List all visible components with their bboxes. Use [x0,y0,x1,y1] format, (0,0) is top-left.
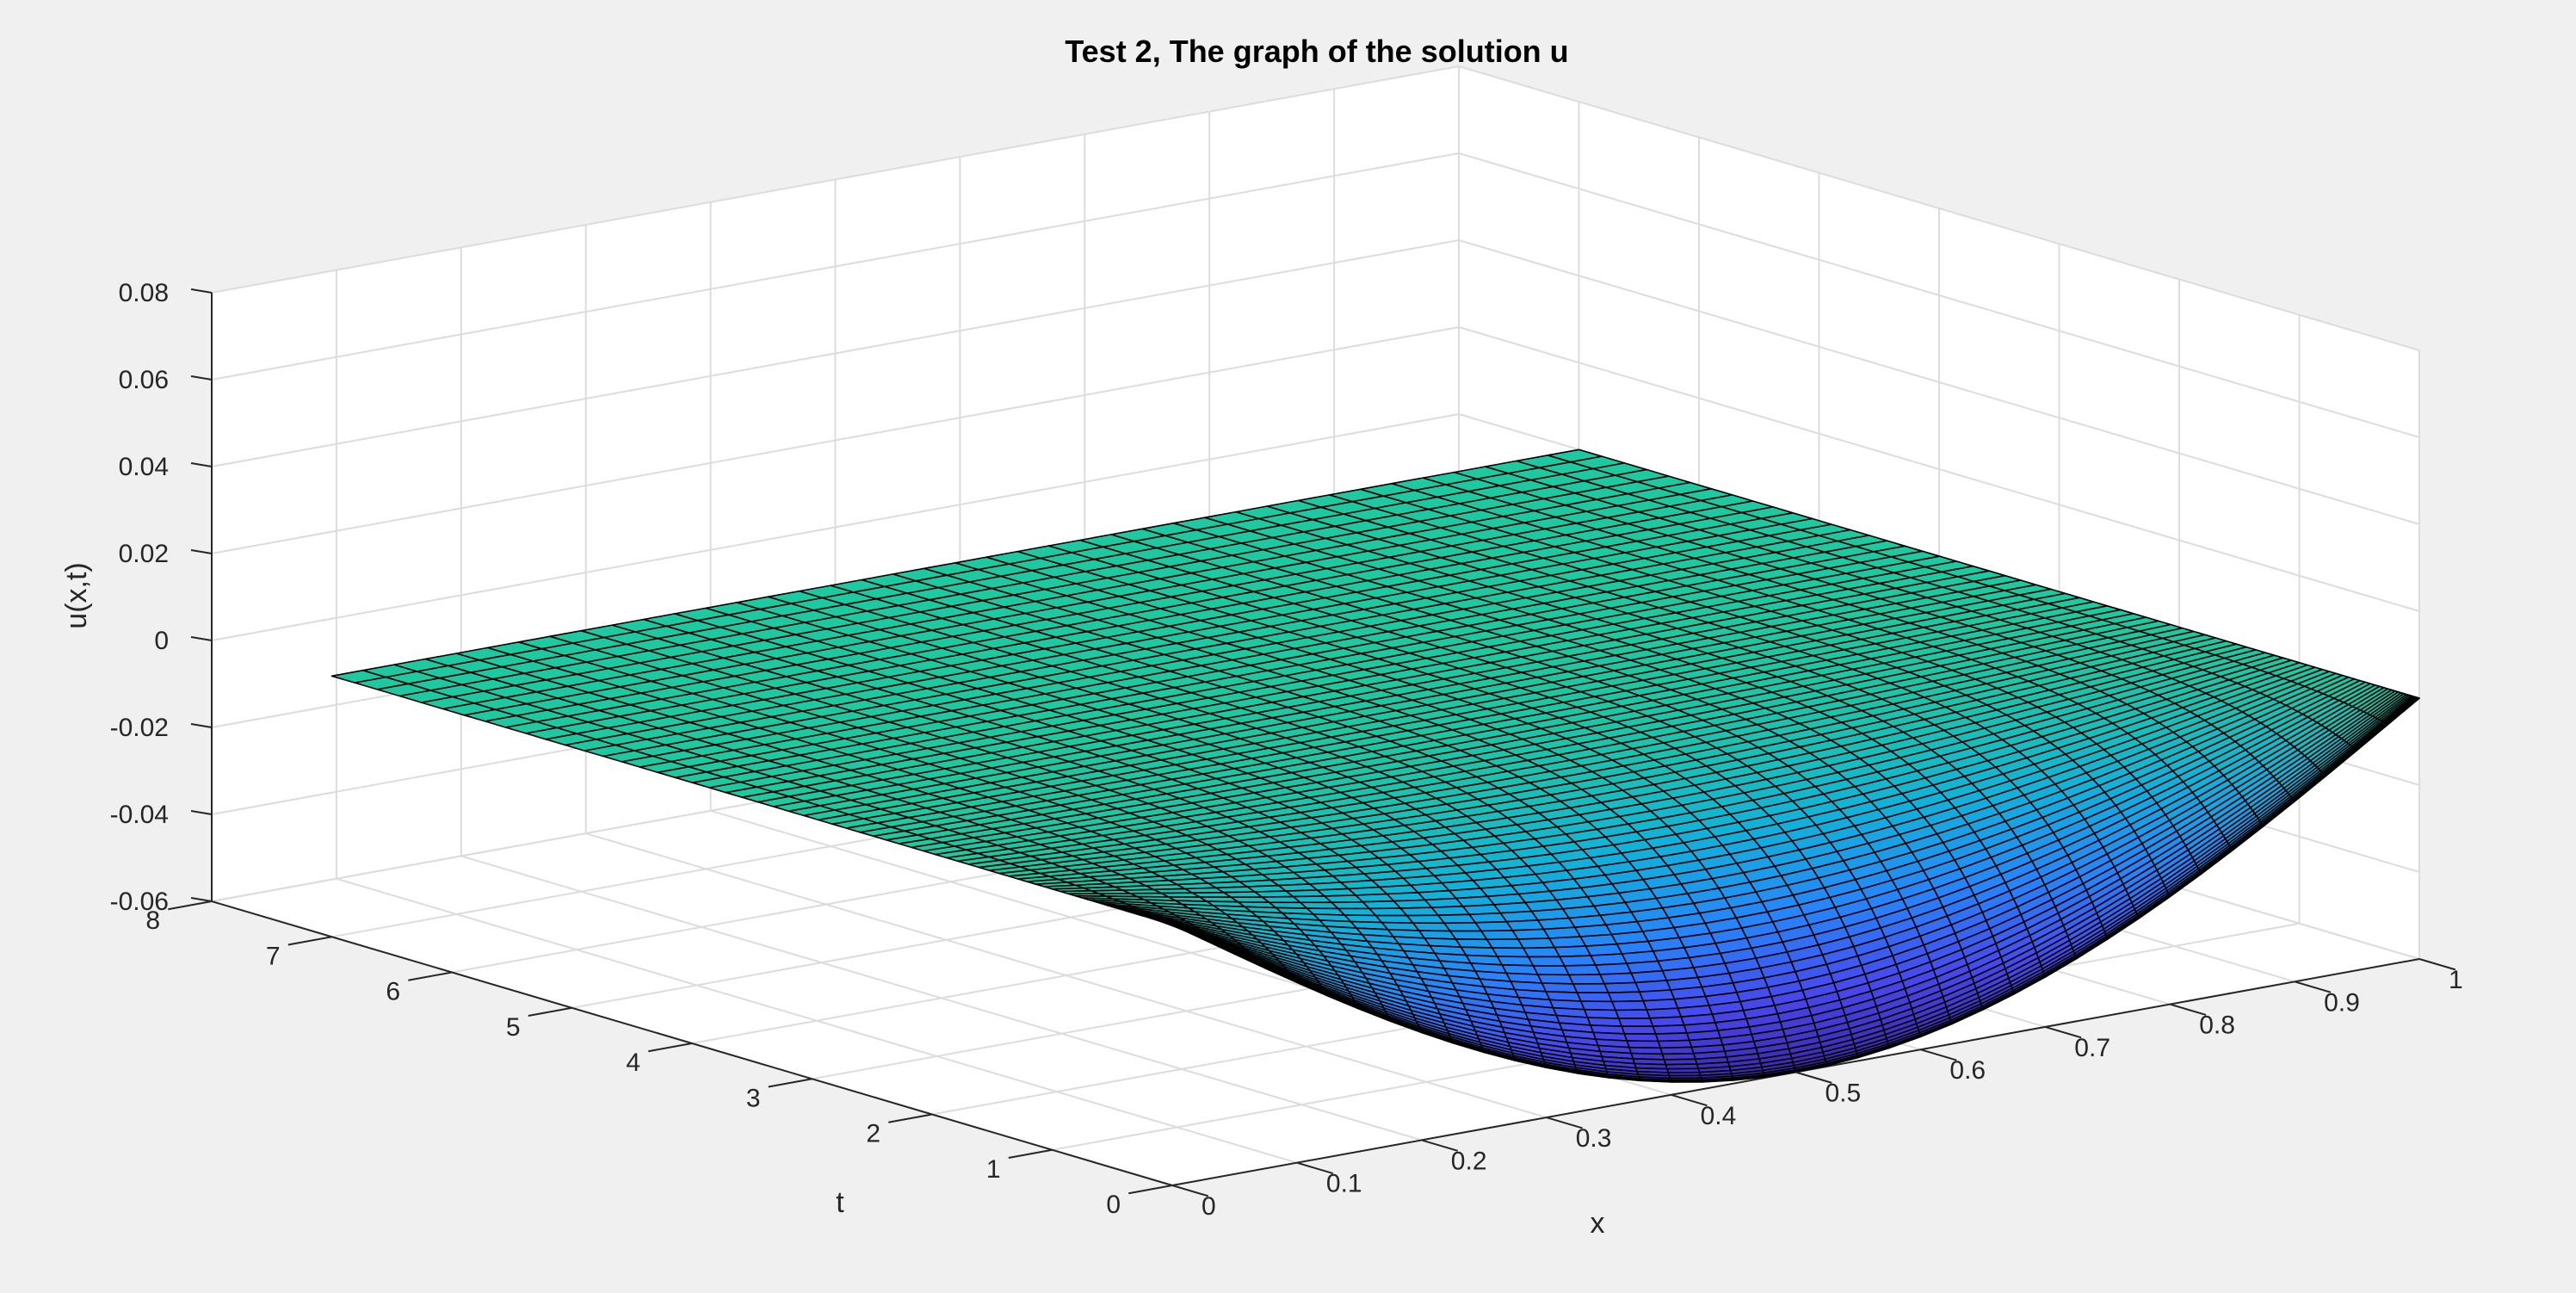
x-tick-label: 0.6 [1949,1056,1986,1085]
t-tick-label: 0 [1106,1191,1121,1219]
surface-patch [1615,1010,1650,1018]
x-axis-label: x [1591,1207,1605,1240]
x-tick-label: 0.3 [1576,1124,1612,1153]
x-tick-label: 0.8 [2199,1012,2235,1040]
surface-patch [1569,974,1604,984]
z-tick-label: -0.02 [110,714,169,742]
surface-patch [1554,946,1591,956]
surface-patch [1518,938,1554,948]
t-tick-label: 4 [626,1049,640,1077]
chart-title: Test 2, The graph of the solution u [1065,34,1568,69]
z-tick-label: 0.08 [119,279,169,307]
surface-patch [1609,992,1644,1001]
surface-patch [1523,948,1560,957]
z-tick-label: 0.06 [119,366,169,394]
surface-patch [1581,1001,1615,1011]
x-tick-label: 0.9 [2324,988,2360,1017]
surface-patch [1533,966,1569,975]
t-tick-label: 7 [266,942,281,970]
t-tick-label: 6 [386,978,400,1006]
x-tick-label: 0 [1202,1192,1216,1221]
x-tick-label: 0.7 [2074,1034,2110,1062]
t-tick-label: 2 [866,1120,880,1148]
surface-patch [1612,1001,1646,1011]
surface-patch [1622,1026,1655,1034]
x-tick-label: 0.2 [1451,1147,1487,1175]
surface-patch [1604,982,1640,993]
z-tick-label: 0.04 [119,453,169,481]
t-tick-label: 3 [746,1084,761,1112]
x-tick-label: 1 [2449,966,2463,994]
surface-patch [1619,1018,1653,1026]
surface-patch [1512,929,1549,939]
t-tick-label: 5 [506,1013,521,1042]
surface-patch [1529,956,1565,966]
surface-patch [1560,956,1596,966]
u-axis-label: u(x,t) [60,562,93,628]
t-tick-label: 1 [986,1155,1001,1184]
z-tick-label: -0.06 [110,888,169,916]
surface-patch [1481,931,1518,940]
surface-patch [1565,965,1600,974]
surface-patch [1578,993,1613,1001]
z-tick-label: -0.04 [110,801,169,829]
x-tick-label: 0.5 [1825,1080,1862,1108]
x-tick-label: 0.4 [1701,1102,1737,1130]
surface-patch [1487,939,1523,948]
surface-patch [1492,948,1529,957]
z-tick-label: 0.02 [119,540,169,568]
x-tick-label: 0.1 [1326,1170,1362,1198]
t-axis-label: t [836,1186,844,1219]
surface-patch [1573,984,1609,993]
z-tick-label: 0 [154,627,169,655]
surface-patch [1624,1034,1658,1042]
